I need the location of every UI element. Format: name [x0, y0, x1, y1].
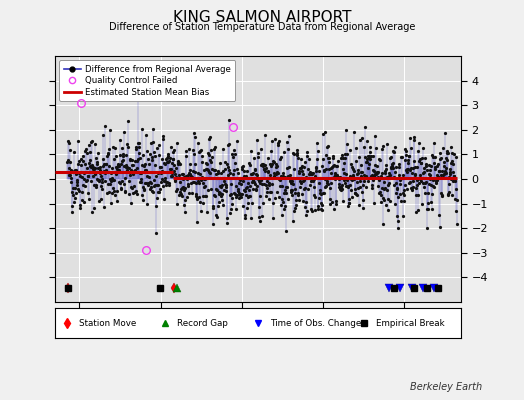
Legend: Difference from Regional Average, Quality Control Failed, Estimated Station Mean: Difference from Regional Average, Qualit… — [59, 60, 235, 101]
Text: Station Move: Station Move — [80, 318, 137, 328]
Text: Record Gap: Record Gap — [177, 318, 228, 328]
Text: Berkeley Earth: Berkeley Earth — [410, 382, 482, 392]
Text: KING SALMON AIRPORT: KING SALMON AIRPORT — [173, 10, 351, 25]
Text: Difference of Station Temperature Data from Regional Average: Difference of Station Temperature Data f… — [109, 22, 415, 32]
Text: Empirical Break: Empirical Break — [376, 318, 444, 328]
Text: Time of Obs. Change: Time of Obs. Change — [270, 318, 362, 328]
